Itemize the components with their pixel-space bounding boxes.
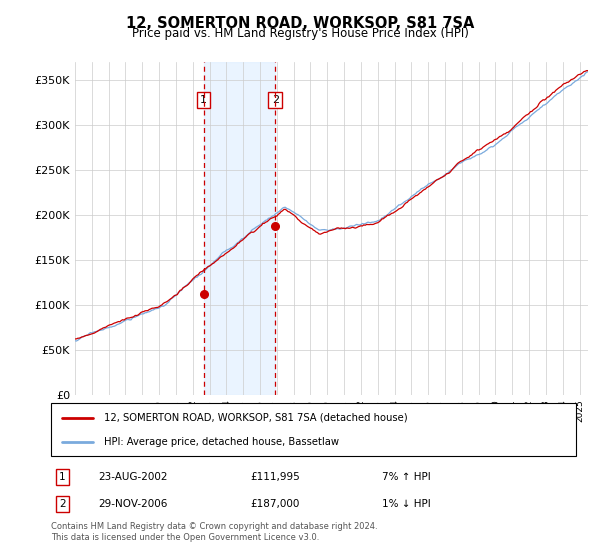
FancyBboxPatch shape	[51, 403, 576, 456]
Text: 23-AUG-2002: 23-AUG-2002	[98, 472, 168, 482]
Text: £187,000: £187,000	[251, 499, 300, 509]
Text: Contains HM Land Registry data © Crown copyright and database right 2024.
This d: Contains HM Land Registry data © Crown c…	[51, 522, 377, 542]
Text: 29-NOV-2006: 29-NOV-2006	[98, 499, 167, 509]
Text: 1: 1	[200, 95, 207, 105]
Text: 12, SOMERTON ROAD, WORKSOP, S81 7SA (detached house): 12, SOMERTON ROAD, WORKSOP, S81 7SA (det…	[104, 413, 407, 423]
Text: HPI: Average price, detached house, Bassetlaw: HPI: Average price, detached house, Bass…	[104, 437, 338, 447]
Text: 12, SOMERTON ROAD, WORKSOP, S81 7SA: 12, SOMERTON ROAD, WORKSOP, S81 7SA	[126, 16, 474, 31]
Text: 1% ↓ HPI: 1% ↓ HPI	[382, 499, 431, 509]
Text: 7% ↑ HPI: 7% ↑ HPI	[382, 472, 431, 482]
Text: 1: 1	[59, 472, 66, 482]
Text: 2: 2	[272, 95, 279, 105]
Bar	[203, 62, 275, 395]
Text: £111,995: £111,995	[251, 472, 300, 482]
Text: 2: 2	[59, 499, 66, 509]
Text: Price paid vs. HM Land Registry's House Price Index (HPI): Price paid vs. HM Land Registry's House …	[131, 27, 469, 40]
